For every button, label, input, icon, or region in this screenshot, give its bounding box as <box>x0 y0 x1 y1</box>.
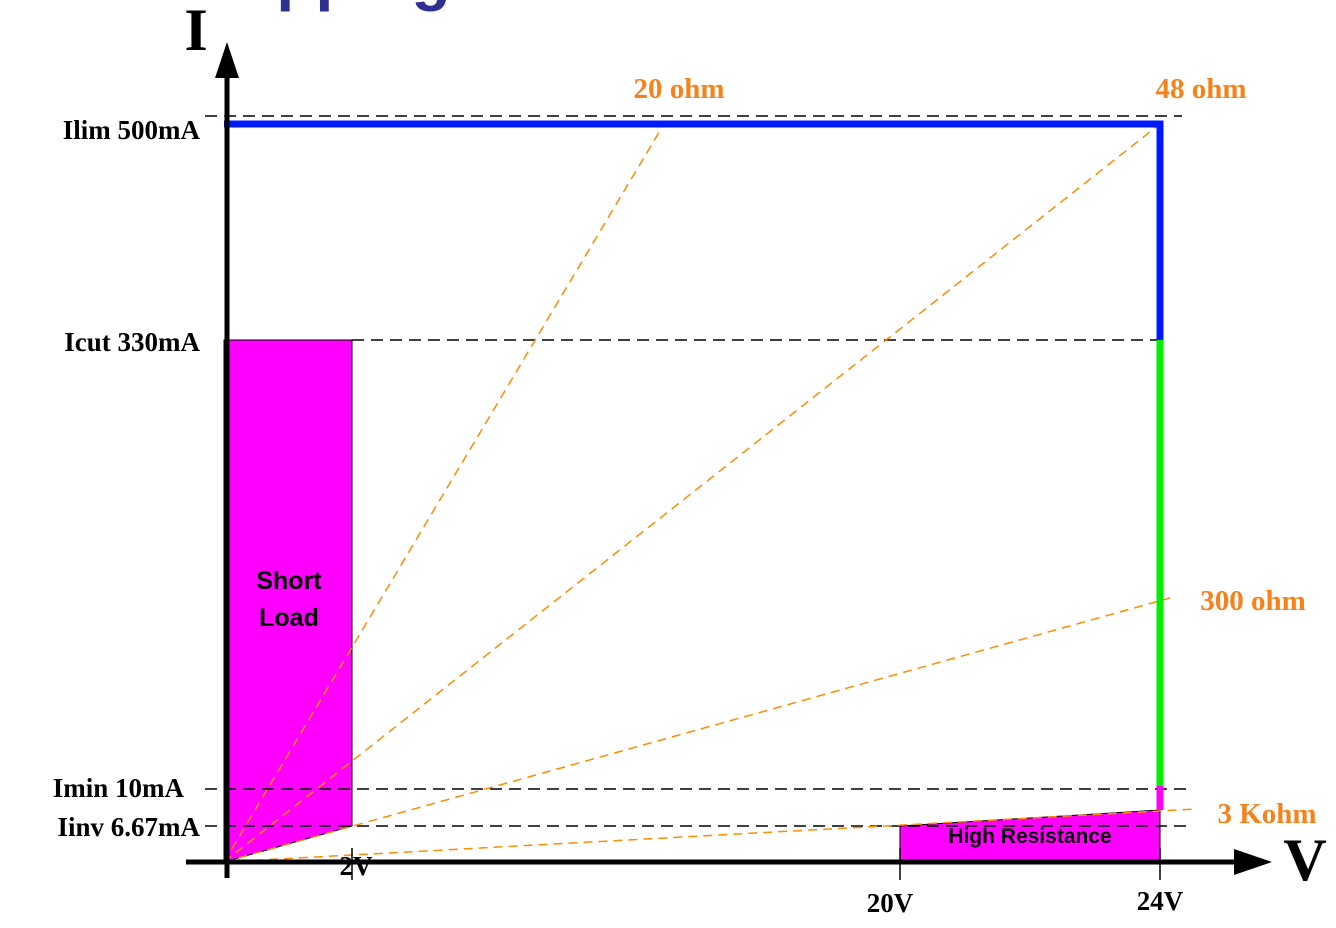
load-3-kohm-label: 3 Kohm <box>1217 798 1316 830</box>
ilim-label: Ilim 500mA <box>63 115 201 145</box>
short-load-label-line1: Short <box>256 567 322 595</box>
short-load-label-line2: Load <box>259 604 319 632</box>
y-axis-label: I <box>184 0 207 63</box>
short-load-region <box>223 339 353 863</box>
voltage-2v-label: 2V <box>340 851 374 881</box>
load-20-ohm-label: 20 ohm <box>633 73 724 105</box>
imin-label: Imin 10mA <box>53 773 185 803</box>
icut-label: Icut 330mA <box>64 327 200 357</box>
x-axis-label: V <box>1283 827 1326 893</box>
load-300-ohm-label: 300 ohm <box>1200 585 1306 617</box>
load-line-48-ohm <box>223 123 1161 863</box>
iinv-label: Iinv 6.67mA <box>57 812 200 842</box>
load-line-20-ohm <box>223 123 665 863</box>
voltage-24v-label: 24V <box>1137 886 1184 916</box>
load-line-3-kohm <box>223 808 1197 863</box>
voltage-20v-label: 20V <box>867 888 914 918</box>
page-title-fragment: ad Mapping <box>95 0 451 12</box>
x-axis-arrowhead <box>1234 849 1272 875</box>
y-axis-arrowhead <box>215 42 239 78</box>
current-limit-curve <box>224 120 1164 340</box>
high-resistance-label: High Resistance <box>948 825 1111 848</box>
load-line-300-ohm <box>223 597 1171 863</box>
load-48-ohm-label: 48 ohm <box>1155 73 1246 105</box>
